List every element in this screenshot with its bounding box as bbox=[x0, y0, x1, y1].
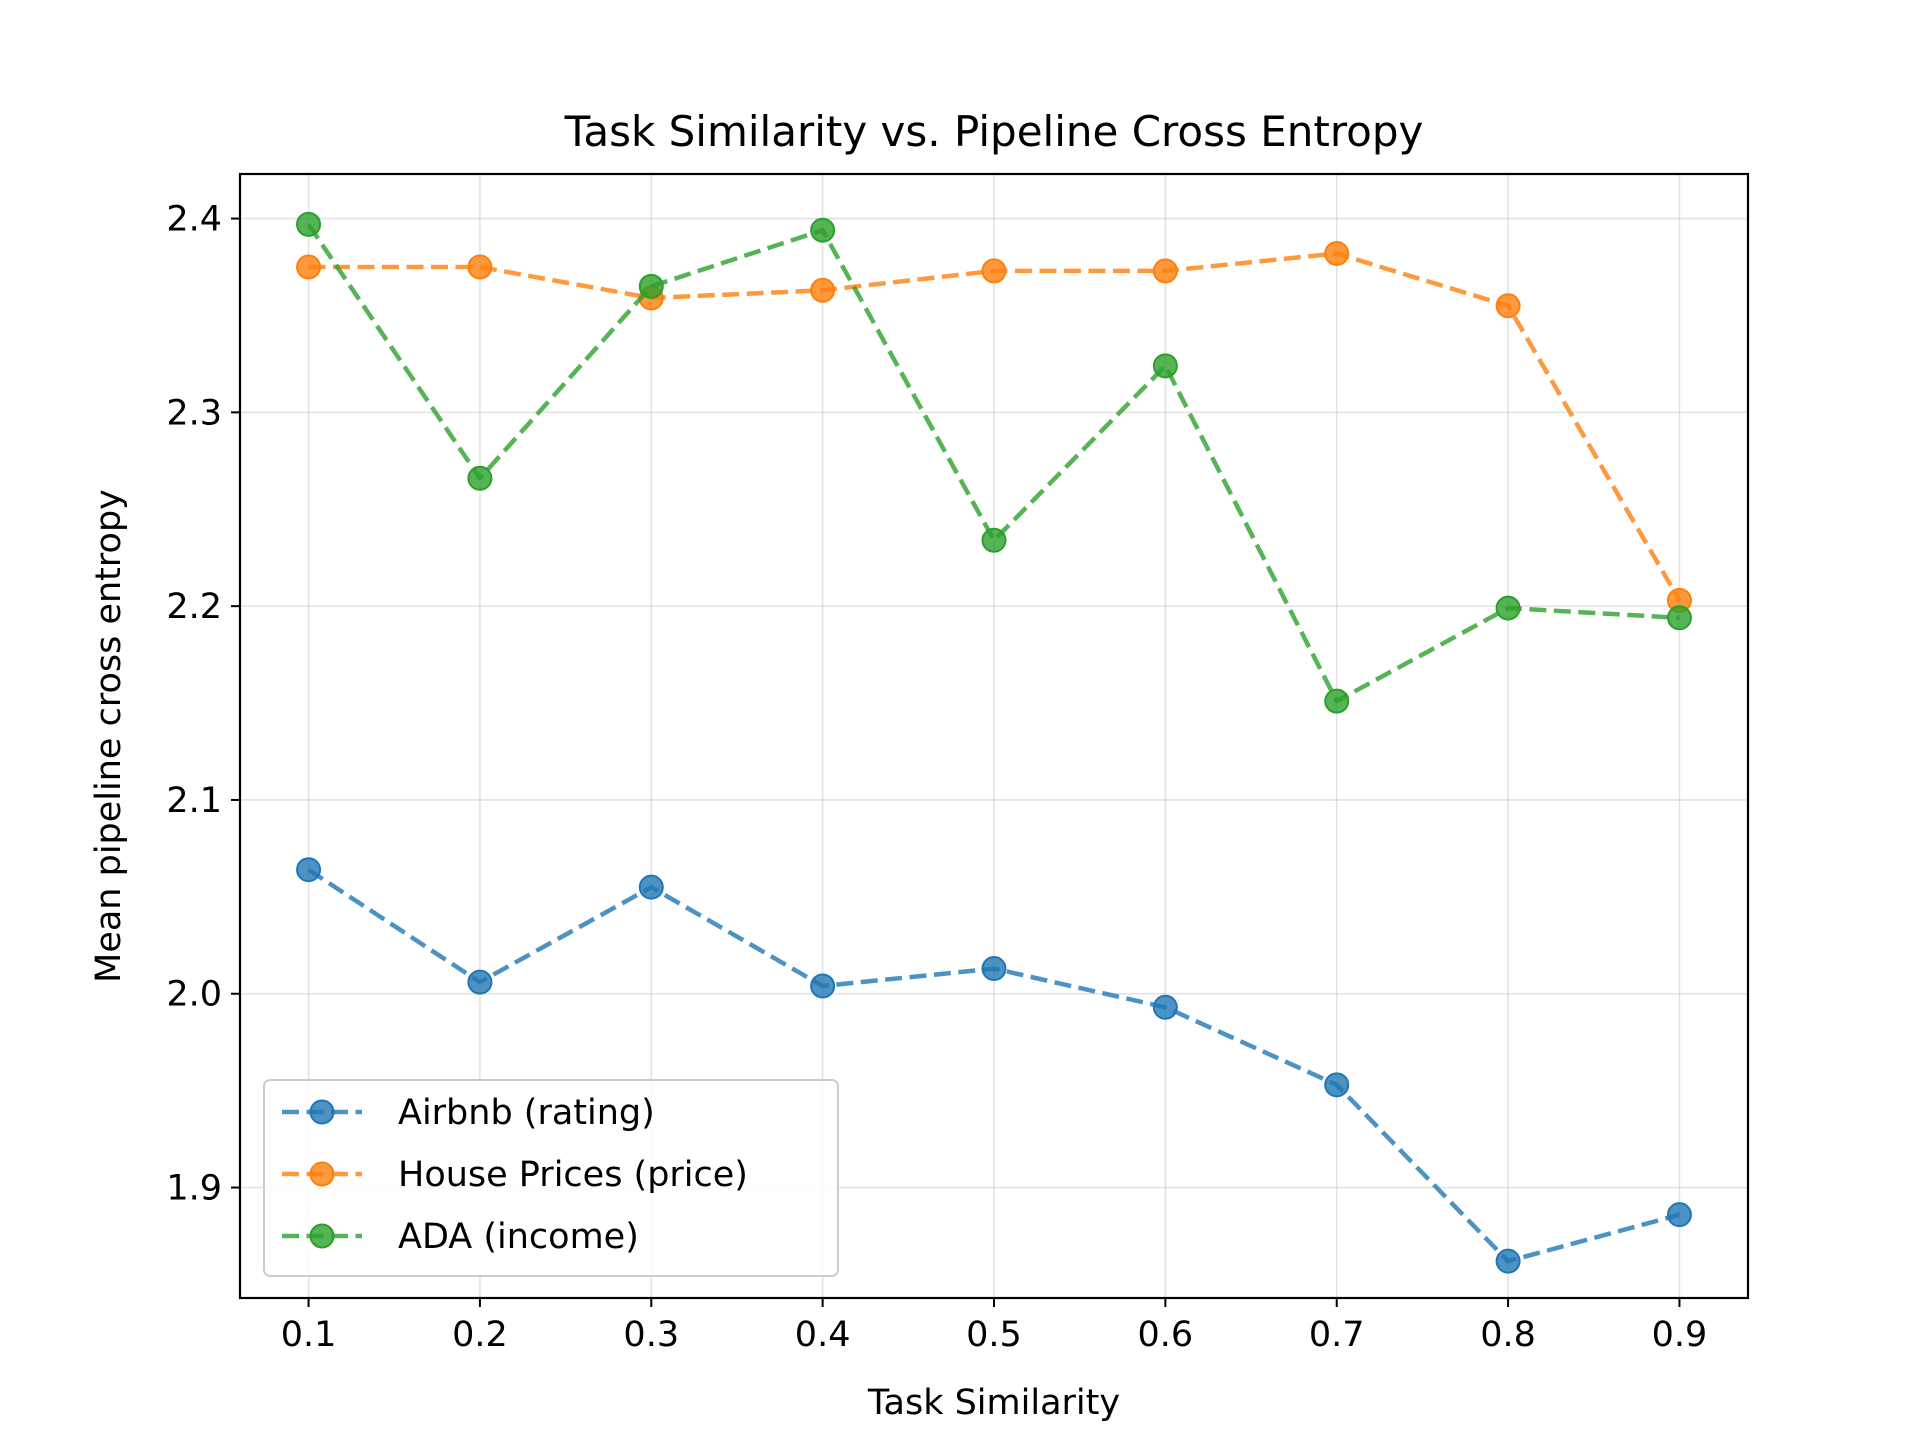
y-tick-label: 2.0 bbox=[166, 975, 222, 1015]
series-house bbox=[296, 240, 1692, 613]
data-point bbox=[1495, 293, 1521, 319]
y-tick-label: 2.4 bbox=[166, 200, 222, 240]
x-tick-label: 0.8 bbox=[1480, 1315, 1536, 1355]
data-point bbox=[1152, 353, 1178, 379]
x-tick-label: 0.5 bbox=[966, 1315, 1022, 1355]
x-tick-label: 0.6 bbox=[1138, 1315, 1194, 1355]
legend-frame bbox=[263, 1079, 839, 1277]
data-point bbox=[638, 273, 664, 299]
data-point bbox=[467, 254, 493, 280]
data-point bbox=[1152, 258, 1178, 284]
data-point bbox=[467, 465, 493, 491]
y-tick-label: 2.1 bbox=[166, 781, 222, 821]
legend-marker bbox=[309, 1161, 335, 1187]
data-point bbox=[1324, 1072, 1350, 1098]
legend-entry: House Prices (price) bbox=[282, 1155, 748, 1195]
data-point bbox=[1152, 994, 1178, 1020]
x-tick-label: 0.9 bbox=[1652, 1315, 1708, 1355]
series-layer bbox=[296, 211, 1692, 1274]
legend-marker bbox=[309, 1099, 335, 1125]
data-point bbox=[981, 956, 1007, 982]
chart-title: Task Similarity vs. Pipeline Cross Entro… bbox=[564, 107, 1424, 156]
legend-label: ADA (income) bbox=[398, 1217, 639, 1257]
data-point bbox=[810, 217, 836, 243]
legend-marker bbox=[309, 1223, 335, 1249]
data-point bbox=[638, 874, 664, 900]
x-tick-label: 0.2 bbox=[452, 1315, 508, 1355]
series-line bbox=[306, 223, 1680, 704]
data-point bbox=[981, 258, 1007, 284]
data-point bbox=[1666, 1202, 1692, 1228]
data-point bbox=[1324, 688, 1350, 714]
x-tick-label: 0.3 bbox=[623, 1315, 679, 1355]
data-point bbox=[810, 277, 836, 303]
x-axis-label: Task Similarity bbox=[867, 1383, 1120, 1423]
data-point bbox=[296, 211, 322, 237]
y-axis: 1.9 2.0 2.1 2.2 2.3 2.4 bbox=[166, 200, 240, 1209]
data-point bbox=[1324, 240, 1350, 266]
legend-items: Airbnb (rating) House Prices (price) ADA (… bbox=[282, 1093, 748, 1257]
x-axis: 0.1 0.2 0.3 0.4 0.5 0.6 0.7 0.8 0.9 bbox=[281, 1298, 1708, 1355]
grid bbox=[240, 174, 1748, 1298]
data-point bbox=[296, 254, 322, 280]
y-tick-label: 2.3 bbox=[166, 393, 222, 433]
data-point bbox=[467, 969, 493, 995]
data-point bbox=[296, 857, 322, 883]
legend-entry: Airbnb (rating) bbox=[282, 1093, 655, 1133]
legend-label: House Prices (price) bbox=[398, 1155, 748, 1195]
y-tick-label: 2.2 bbox=[166, 587, 222, 627]
data-point bbox=[1495, 1248, 1521, 1274]
series-ada bbox=[296, 211, 1692, 714]
y-axis-label: Mean pipeline cross entropy bbox=[89, 489, 129, 983]
data-point bbox=[1495, 595, 1521, 621]
legend: Airbnb (rating) House Prices (price) ADA (… bbox=[263, 1079, 839, 1277]
x-tick-label: 0.4 bbox=[795, 1315, 851, 1355]
data-point bbox=[1666, 605, 1692, 631]
x-tick-label: 0.1 bbox=[281, 1315, 337, 1355]
legend-label: Airbnb (rating) bbox=[398, 1093, 655, 1133]
x-tick-label: 0.7 bbox=[1309, 1315, 1365, 1355]
y-tick-label: 1.9 bbox=[166, 1169, 222, 1209]
legend-entry: ADA (income) bbox=[282, 1217, 639, 1257]
data-point bbox=[981, 527, 1007, 553]
series-airbnb bbox=[296, 857, 1692, 1274]
data-point bbox=[810, 973, 836, 999]
